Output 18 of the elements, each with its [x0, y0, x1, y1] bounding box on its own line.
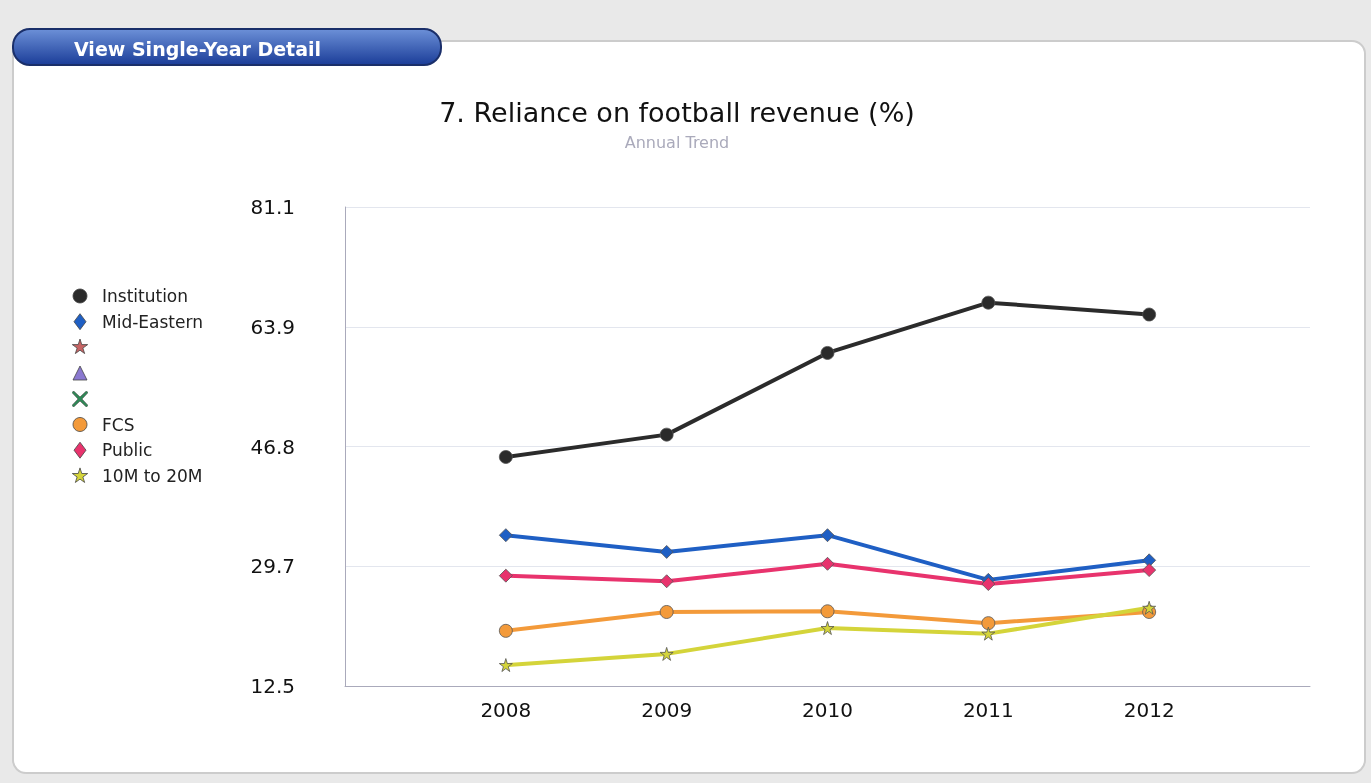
chart-subtitle: Annual Trend	[624, 132, 730, 152]
y-tick-label: 81.1	[250, 195, 295, 219]
legend-label: Institution	[102, 286, 189, 306]
x-tick-label: 2011	[962, 698, 1014, 722]
y-tick-label: 29.7	[250, 553, 295, 578]
legend-label: 10M to 20M	[102, 465, 203, 486]
text: View Single-Year Detail	[12, 28, 442, 66]
x-tick-label: 2009	[641, 698, 693, 722]
legend-label: FCS	[102, 414, 135, 435]
chart-title: 7. Reliance on football revenue (%)	[439, 97, 915, 128]
y-tick-label: 46.8	[250, 434, 295, 459]
x-tick-label: 2012	[1123, 698, 1175, 722]
x-tick-label: 2008	[480, 698, 532, 722]
legend-label: Mid-Eastern	[102, 311, 203, 332]
legend-label: Public	[102, 440, 153, 461]
y-tick-label: 63.9	[250, 315, 295, 340]
x-tick-label: 2010	[802, 698, 853, 722]
y-tick-label: 12.5	[250, 674, 295, 698]
